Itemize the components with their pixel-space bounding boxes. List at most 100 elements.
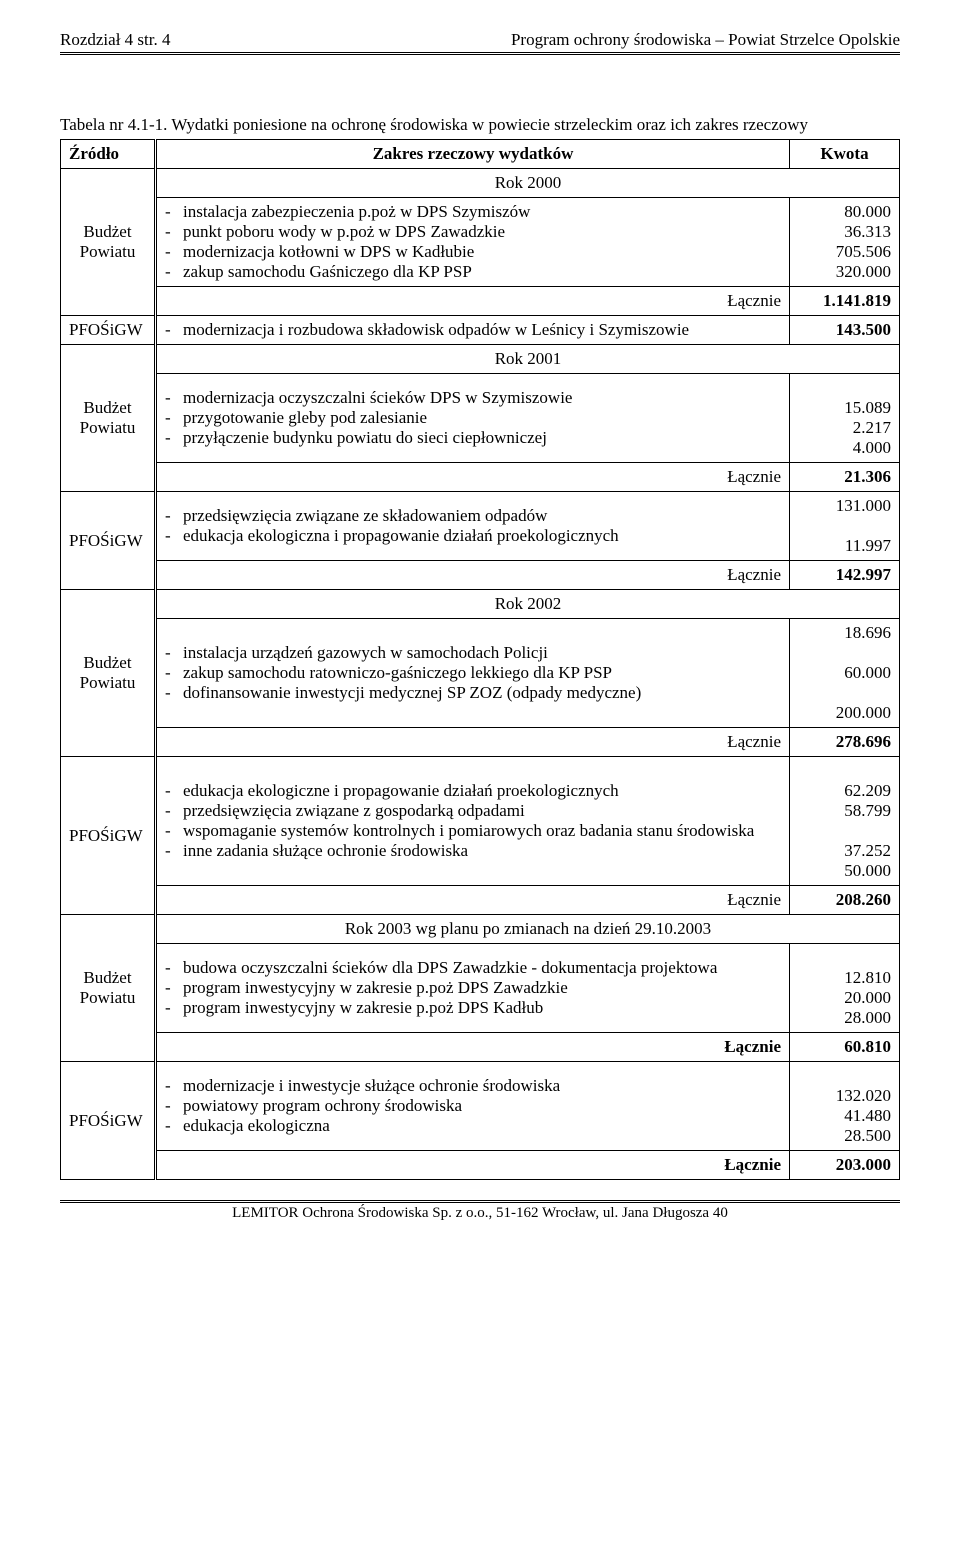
year-2000-row: Budżet Powiatu Rok 2000 bbox=[61, 169, 900, 198]
list-item: edukacja ekologiczna i propagowanie dzia… bbox=[165, 526, 781, 546]
value bbox=[798, 516, 891, 536]
budzet-2001-total: 21.306 bbox=[790, 463, 900, 492]
header-divider bbox=[60, 52, 900, 55]
col-header-zrodlo: Źródło bbox=[61, 140, 156, 169]
list-item: edukacja ekologiczne i propagowanie dzia… bbox=[165, 781, 781, 801]
pf-2001-items: przedsięwzięcia związane ze składowaniem… bbox=[156, 492, 790, 561]
list-item: przyłączenie budynku powiatu do sieci ci… bbox=[165, 428, 781, 448]
budzet-2000-values: 80.000 36.313 705.506 320.000 bbox=[790, 198, 900, 287]
pf-2001-total: 142.997 bbox=[790, 561, 900, 590]
table-header-row: Źródło Zakres rzeczowy wydatków Kwota bbox=[61, 140, 900, 169]
budzet-2000-total-row: Łącznie 1.141.819 bbox=[61, 287, 900, 316]
list-item: modernizacja i rozbudowa składowisk odpa… bbox=[165, 320, 781, 340]
source-budzet-2003: Budżet Powiatu bbox=[61, 915, 156, 1062]
pf-2003-values: 132.020 41.480 28.500 bbox=[790, 1062, 900, 1151]
pf-2000-row: PFOŚiGW modernizacja i rozbudowa składow… bbox=[61, 316, 900, 345]
list-item: program inwestycyjny w zakresie p.poż DP… bbox=[165, 978, 781, 998]
value bbox=[798, 683, 891, 703]
budzet-2001-items: modernizacja oczyszczalni ścieków DPS w … bbox=[156, 374, 790, 463]
pf-2001-total-row: Łącznie 142.997 bbox=[61, 561, 900, 590]
list-item: punkt poboru wody w p.poż w DPS Zawadzki… bbox=[165, 222, 781, 242]
pf-2000-items: modernizacja i rozbudowa składowisk odpa… bbox=[156, 316, 790, 345]
source-budzet-2001: Budżet Powiatu bbox=[61, 345, 156, 492]
source-pf-2003: PFOŚiGW bbox=[61, 1062, 156, 1180]
list-item: instalacja zabezpieczenia p.poż w DPS Sz… bbox=[165, 202, 781, 222]
budzet-2001-items-row: modernizacja oczyszczalni ścieków DPS w … bbox=[61, 374, 900, 463]
pf-2003-total-row: Łącznie 203.000 bbox=[61, 1151, 900, 1180]
list-item: modernizacje i inwestycje służące ochron… bbox=[165, 1076, 781, 1096]
value: 320.000 bbox=[798, 262, 891, 282]
value: 50.000 bbox=[798, 861, 891, 881]
pf-2002-total: 208.260 bbox=[790, 886, 900, 915]
source-budzet-2000: Budżet Powiatu bbox=[61, 169, 156, 316]
total-label: Łącznie bbox=[156, 561, 790, 590]
year-2002-row: Budżet Powiatu Rok 2002 bbox=[61, 590, 900, 619]
year-2003-label: Rok 2003 wg planu po zmianach na dzień 2… bbox=[156, 915, 900, 944]
source-budzet-2002: Budżet Powiatu bbox=[61, 590, 156, 757]
source-pf-2001: PFOŚiGW bbox=[61, 492, 156, 590]
value: 20.000 bbox=[798, 988, 891, 1008]
footer-divider bbox=[60, 1200, 900, 1203]
value: 60.000 bbox=[798, 663, 891, 683]
budzet-2003-items: budowa oczyszczalni ścieków dla DPS Zawa… bbox=[156, 944, 790, 1033]
total-label: Łącznie bbox=[156, 1033, 790, 1062]
page-container: Rozdział 4 str. 4 Program ochrony środow… bbox=[0, 0, 960, 1252]
list-item: edukacja ekologiczna bbox=[165, 1116, 781, 1136]
col-header-zakres: Zakres rzeczowy wydatków bbox=[156, 140, 790, 169]
col-header-kwota: Kwota bbox=[790, 140, 900, 169]
value bbox=[798, 643, 891, 663]
list-item: budowa oczyszczalni ścieków dla DPS Zawa… bbox=[165, 958, 781, 978]
value: 132.020 bbox=[798, 1086, 891, 1106]
list-item: zakup samochodu Gaśniczego dla KP PSP bbox=[165, 262, 781, 282]
value bbox=[798, 378, 891, 398]
budzet-2001-total-row: Łącznie 21.306 bbox=[61, 463, 900, 492]
value bbox=[798, 761, 891, 781]
page-footer: LEMITOR Ochrona Środowiska Sp. z o.o., 5… bbox=[60, 1205, 900, 1222]
header-right: Program ochrony środowiska – Powiat Strz… bbox=[511, 30, 900, 50]
value: 37.252 bbox=[798, 841, 891, 861]
value: 62.209 bbox=[798, 781, 891, 801]
value: 12.810 bbox=[798, 968, 891, 988]
value: 28.000 bbox=[798, 1008, 891, 1028]
year-2001-label: Rok 2001 bbox=[156, 345, 900, 374]
value: 4.000 bbox=[798, 438, 891, 458]
expenditure-table: Źródło Zakres rzeczowy wydatków Kwota Bu… bbox=[60, 139, 900, 1180]
pf-2001-items-row: PFOŚiGW przedsięwzięcia związane ze skła… bbox=[61, 492, 900, 561]
page-header: Rozdział 4 str. 4 Program ochrony środow… bbox=[60, 30, 900, 50]
source-pf-2002: PFOŚiGW bbox=[61, 757, 156, 915]
budzet-2002-items-row: instalacja urządzeń gazowych w samochoda… bbox=[61, 619, 900, 728]
budzet-2002-total: 278.696 bbox=[790, 728, 900, 757]
pf-2003-items: modernizacje i inwestycje służące ochron… bbox=[156, 1062, 790, 1151]
year-2001-row: Budżet Powiatu Rok 2001 bbox=[61, 345, 900, 374]
list-item: inne zadania służące ochronie środowiska bbox=[165, 841, 781, 861]
budzet-2000-total: 1.141.819 bbox=[790, 287, 900, 316]
value: 705.506 bbox=[798, 242, 891, 262]
budzet-2002-items: instalacja urządzeń gazowych w samochoda… bbox=[156, 619, 790, 728]
budzet-2000-items-row: instalacja zabezpieczenia p.poż w DPS Sz… bbox=[61, 198, 900, 287]
total-label: Łącznie bbox=[156, 287, 790, 316]
total-label: Łącznie bbox=[156, 886, 790, 915]
value: 200.000 bbox=[798, 703, 891, 723]
list-item: instalacja urządzeń gazowych w samochoda… bbox=[165, 643, 781, 663]
budzet-2003-items-row: budowa oczyszczalni ścieków dla DPS Zawa… bbox=[61, 944, 900, 1033]
pf-2002-items: edukacja ekologiczne i propagowanie dzia… bbox=[156, 757, 790, 886]
list-item: modernizacja oczyszczalni ścieków DPS w … bbox=[165, 388, 781, 408]
source-pf-2000: PFOŚiGW bbox=[61, 316, 156, 345]
pf-2000-values: 143.500 bbox=[790, 316, 900, 345]
list-item: dofinansowanie inwestycji medycznej SP Z… bbox=[165, 683, 781, 703]
budzet-2002-total-row: Łącznie 278.696 bbox=[61, 728, 900, 757]
list-item: program inwestycyjny w zakresie p.poż DP… bbox=[165, 998, 781, 1018]
pf-2001-values: 131.000 11.997 bbox=[790, 492, 900, 561]
list-item: przygotowanie gleby pod zalesianie bbox=[165, 408, 781, 428]
pf-2002-total-row: Łącznie 208.260 bbox=[61, 886, 900, 915]
pf-2003-total: 203.000 bbox=[790, 1151, 900, 1180]
value bbox=[798, 1066, 891, 1086]
budzet-2003-total: 60.810 bbox=[790, 1033, 900, 1062]
budzet-2003-total-row: Łącznie 60.810 bbox=[61, 1033, 900, 1062]
header-left: Rozdział 4 str. 4 bbox=[60, 30, 170, 50]
value: 28.500 bbox=[798, 1126, 891, 1146]
value bbox=[798, 821, 891, 841]
pf-2003-items-row: PFOŚiGW modernizacje i inwestycje służąc… bbox=[61, 1062, 900, 1151]
value: 2.217 bbox=[798, 418, 891, 438]
list-item: wspomaganie systemów kontrolnych i pomia… bbox=[165, 821, 781, 841]
